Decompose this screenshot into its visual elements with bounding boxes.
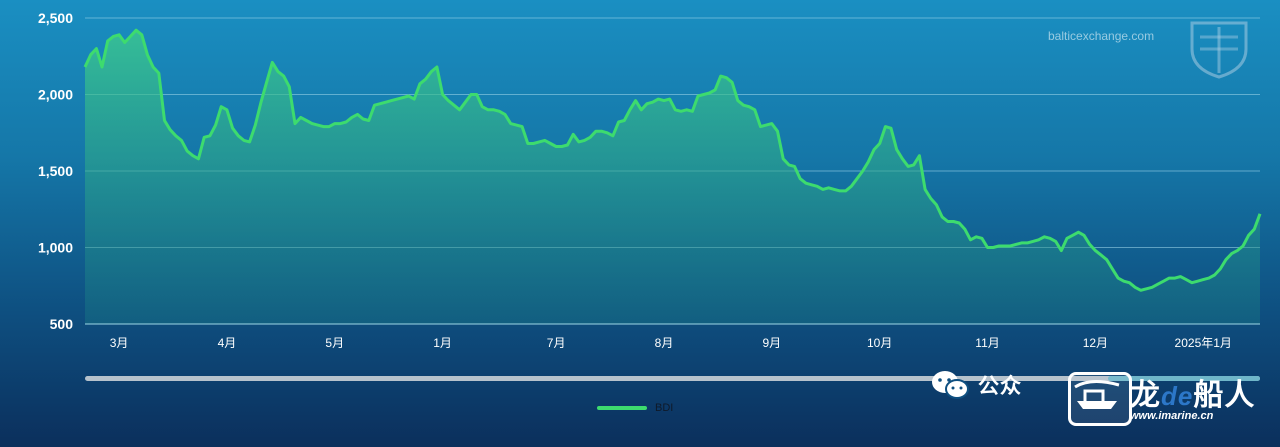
x-tick-label: 7月 [547, 336, 566, 350]
series-area [85, 30, 1260, 324]
source-watermark: balticexchange.com [1048, 29, 1155, 43]
chart-scrollbar[interactable] [85, 376, 1260, 381]
baltic-crest-icon [1190, 21, 1248, 79]
ship-icon [1074, 380, 1120, 409]
legend-label-bdi: BDI [655, 402, 674, 414]
y-tick-label: 2,000 [38, 87, 73, 103]
ship-logo-icon [1068, 372, 1132, 426]
brand-url: www.imarine.cn [1130, 410, 1214, 422]
wechat-icon [932, 371, 969, 399]
y-axis-ticks: 2,500 2,000 1,500 1,000 500 [38, 10, 73, 332]
x-tick-label: 10月 [867, 336, 892, 350]
brand-main: 龙 [1130, 379, 1161, 412]
wechat-watermark-text: 公众 [978, 375, 1022, 398]
y-tick-label: 2,500 [38, 10, 73, 26]
brand-watermark: 龙de船人 [1130, 370, 1255, 414]
x-tick-label: 1月 [433, 336, 452, 350]
x-tick-label: 2025年1月 [1175, 336, 1232, 350]
y-tick-label: 1,500 [38, 163, 73, 179]
brand-de: de [1161, 381, 1194, 411]
chart-legend[interactable]: BDI [597, 402, 673, 414]
x-axis-ticks: 3月4月5月1月7月8月9月10月11月12月2025年1月2月 [110, 336, 1232, 350]
x-tick-label: 5月 [325, 336, 344, 350]
legend-swatch-bdi [597, 406, 647, 410]
x-tick-label: 12月 [1083, 336, 1108, 350]
x-tick-label: 3月 [110, 336, 129, 350]
x-tick-label: 11月 [975, 336, 999, 350]
y-tick-label: 500 [50, 316, 74, 332]
wechat-watermark: 公众 [930, 368, 1022, 402]
x-tick-label: 9月 [762, 336, 781, 350]
y-tick-label: 1,000 [38, 240, 73, 256]
series-line-bdi [83, 28, 1262, 292]
brand-tail: 船人 [1193, 379, 1256, 412]
scrollbar-thumb[interactable] [1108, 376, 1260, 381]
x-tick-label: 4月 [218, 336, 237, 350]
x-tick-label: 8月 [655, 336, 674, 350]
